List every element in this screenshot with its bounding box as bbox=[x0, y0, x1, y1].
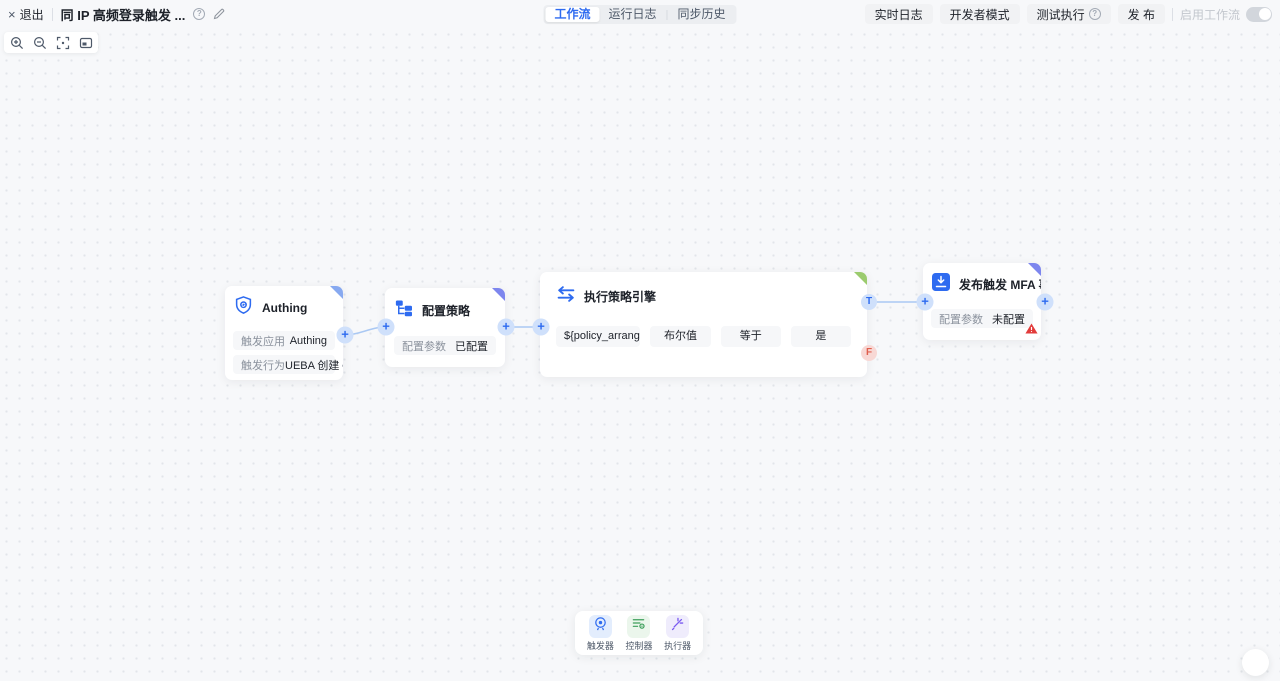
add-node-port[interactable]: + bbox=[497, 318, 515, 336]
tab-run-logs[interactable]: 运行日志 bbox=[608, 7, 657, 21]
add-node-port[interactable]: + bbox=[532, 318, 550, 336]
minimap-icon[interactable] bbox=[78, 35, 93, 50]
view-tabs: 工作流 运行日志 同步历史 bbox=[543, 5, 737, 24]
publish-button[interactable]: 发 布 bbox=[1117, 4, 1165, 24]
tab-workflow[interactable]: 工作流 bbox=[545, 7, 600, 22]
condition-value[interactable]: 是 bbox=[790, 326, 851, 347]
palette-item-label: 触发器 bbox=[586, 640, 614, 651]
warning-icon bbox=[1025, 321, 1038, 339]
developer-mode-button[interactable]: 开发者模式 bbox=[939, 4, 1020, 24]
param-row[interactable]: 配置参数 未配置 bbox=[931, 309, 1033, 328]
zoom-out-icon[interactable] bbox=[32, 35, 47, 50]
tab-sync-history[interactable]: 同步历史 bbox=[677, 7, 726, 21]
node-title: 配置策略 bbox=[422, 304, 471, 318]
page-title: 同 IP 高频登录触发 ... bbox=[60, 7, 186, 23]
add-node-port[interactable]: + bbox=[377, 318, 395, 336]
add-node-port[interactable]: + bbox=[1036, 293, 1054, 311]
param-value: 未配置 bbox=[992, 313, 1025, 326]
zoom-in-icon[interactable] bbox=[9, 35, 24, 50]
publish-label: 发 布 bbox=[1127, 7, 1155, 22]
param-value: 已配置 bbox=[455, 340, 488, 353]
condition-type[interactable]: 布尔值 bbox=[650, 326, 711, 347]
param-value: Authing bbox=[289, 334, 327, 347]
node-title: Authing bbox=[262, 301, 308, 315]
edit-title-icon[interactable] bbox=[213, 8, 225, 20]
node-configure-policy[interactable]: 配置策略 配置参数 已配置 bbox=[385, 288, 505, 367]
palette-item-label: 控制器 bbox=[625, 640, 653, 651]
divider bbox=[51, 7, 53, 21]
fit-view-icon[interactable] bbox=[55, 35, 70, 50]
node-corner-fold bbox=[1028, 263, 1041, 276]
param-row[interactable]: 触发应用 Authing bbox=[233, 331, 335, 350]
branch-true-port[interactable]: T bbox=[861, 294, 877, 310]
executor-spark-icon bbox=[670, 616, 685, 636]
realtime-logs-button[interactable]: 实时日志 bbox=[864, 4, 933, 24]
exit-label: 退出 bbox=[19, 7, 44, 22]
test-run-button[interactable]: 测试执行 ? bbox=[1026, 4, 1111, 24]
palette-item-controller[interactable]: 控制器 bbox=[625, 614, 653, 652]
shield-icon bbox=[233, 295, 254, 321]
node-corner-fold bbox=[854, 272, 867, 285]
realtime-logs-label: 实时日志 bbox=[874, 7, 923, 22]
branch-false-port[interactable]: F bbox=[861, 345, 877, 361]
help-icon: ? bbox=[1088, 8, 1101, 20]
param-row[interactable]: 配置参数 已配置 bbox=[394, 336, 496, 355]
param-value: UEBA 创建 bbox=[285, 359, 340, 372]
node-publish-mfa-event[interactable]: 发布触发 MFA 事件 配置参数 未配置 bbox=[923, 263, 1041, 340]
publish-event-icon bbox=[931, 272, 951, 297]
palette-item-trigger[interactable]: 触发器 bbox=[586, 614, 614, 652]
policy-tree-icon bbox=[394, 298, 414, 323]
node-title: 发布触发 MFA 事件 bbox=[959, 278, 1041, 292]
node-trigger-authing[interactable]: Authing 触发应用 Authing 触发行为 UEBA 创建 bbox=[225, 286, 343, 380]
node-corner-fold bbox=[492, 288, 505, 301]
floating-help-button[interactable] bbox=[1242, 649, 1269, 676]
node-policy-engine[interactable]: 执行策略引擎 ${policy_arrange... 布尔值 等于 是 bbox=[540, 272, 867, 377]
palette-item-executor[interactable]: 执行器 bbox=[664, 614, 692, 652]
param-label: 配置参数 bbox=[402, 340, 446, 353]
palette-item-label: 执行器 bbox=[664, 640, 692, 651]
node-corner-fold bbox=[330, 286, 343, 299]
developer-mode-label: 开发者模式 bbox=[949, 7, 1010, 22]
help-icon[interactable]: ? bbox=[193, 8, 206, 20]
enable-workflow-label: 启用工作流 bbox=[1179, 7, 1240, 22]
link-icon[interactable] bbox=[342, 358, 343, 372]
controller-list-icon bbox=[631, 616, 646, 636]
divider bbox=[666, 9, 668, 20]
param-row[interactable]: 触发行为 UEBA 创建 bbox=[233, 355, 343, 374]
enable-workflow-toggle[interactable] bbox=[1246, 6, 1272, 22]
condition-operator[interactable]: 等于 bbox=[720, 326, 781, 347]
top-bar: × 退出 同 IP 高频登录触发 ... ? 工作流 运行日志 同步历史 实时日… bbox=[0, 0, 1280, 28]
test-run-label: 测试执行 bbox=[1036, 7, 1085, 22]
exit-button[interactable]: × 退出 bbox=[8, 6, 44, 23]
param-label: 配置参数 bbox=[939, 313, 983, 326]
canvas-toolbar bbox=[4, 32, 98, 53]
node-title: 执行策略引擎 bbox=[584, 290, 657, 304]
node-palette: 触发器 控制器 执行器 bbox=[575, 611, 703, 655]
add-node-port[interactable]: + bbox=[336, 326, 354, 344]
condition-variable[interactable]: ${policy_arrange... bbox=[556, 326, 641, 347]
param-label: 触发行为 bbox=[241, 359, 285, 372]
divider bbox=[1171, 7, 1173, 21]
swap-arrows-icon bbox=[556, 286, 576, 307]
close-icon: × bbox=[8, 6, 16, 22]
trigger-radar-icon bbox=[593, 616, 608, 636]
add-node-port[interactable]: + bbox=[916, 293, 934, 311]
param-label: 触发应用 bbox=[241, 335, 285, 348]
